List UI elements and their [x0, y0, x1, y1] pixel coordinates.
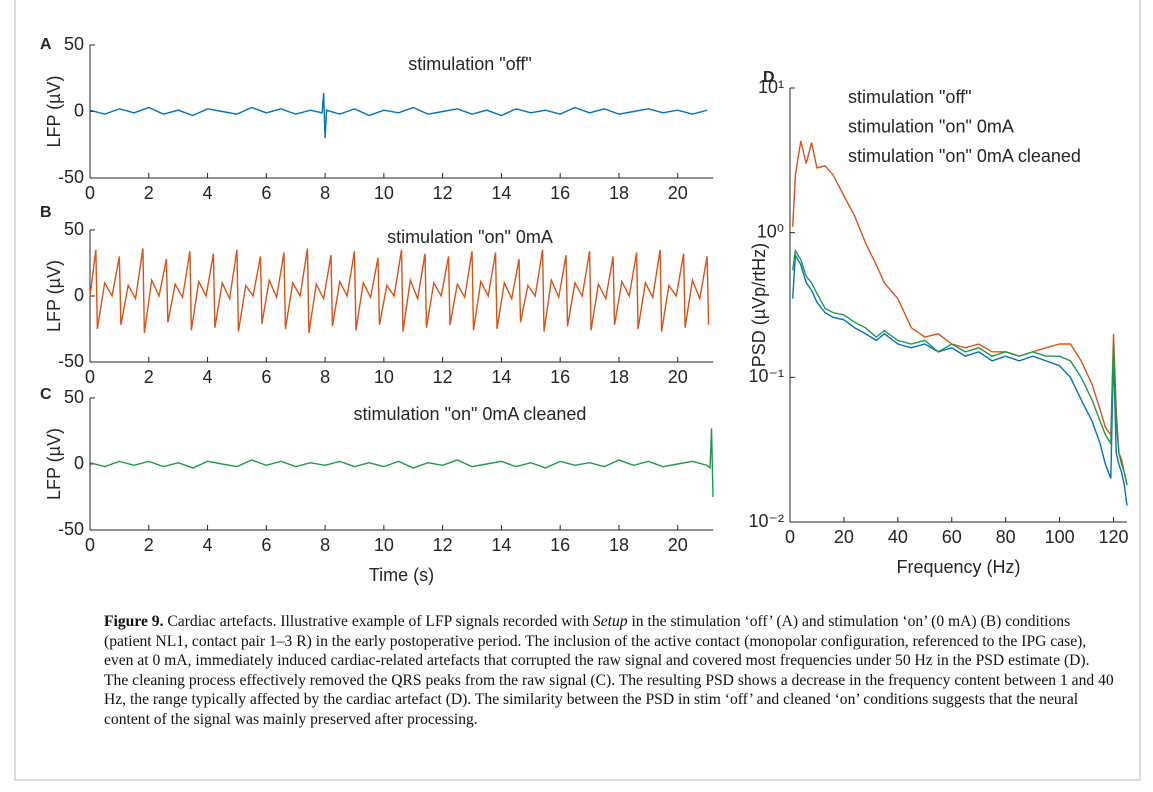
series-line [89, 428, 714, 498]
y-tick-label: 10¹ [758, 77, 784, 97]
series-line [792, 252, 1128, 506]
x-tick-label: 18 [609, 183, 629, 203]
y-tick-label: -50 [58, 351, 84, 371]
panel-label: A [40, 36, 52, 53]
x-tick-label: 12 [433, 367, 453, 387]
x-tick-label: 14 [491, 535, 511, 555]
caption: Figure 9. Cardiac artefacts. Illustrativ… [104, 612, 1114, 730]
caption-text: in the stimulation ‘off’ (A) and stimula… [104, 613, 1114, 728]
x-tick-label: 14 [491, 183, 511, 203]
x-tick-label: 60 [942, 527, 962, 547]
x-axis-label: Frequency (Hz) [896, 557, 1020, 577]
x-tick-label: 10 [374, 183, 394, 203]
x-tick-label: 4 [203, 367, 213, 387]
x-tick-label: 18 [609, 367, 629, 387]
panel-label: C [40, 386, 52, 403]
x-tick-label: 100 [1045, 527, 1075, 547]
caption-italic: Setup [592, 613, 628, 630]
frame [14, 0, 1141, 781]
x-tick-label: 0 [85, 367, 95, 387]
y-axis-label: LFP (µV) [44, 75, 64, 147]
x-tick-label: 2 [144, 183, 154, 203]
x-tick-label: 40 [888, 527, 908, 547]
legend-entry: stimulation "on" 0mA [848, 116, 1014, 136]
caption-label: Figure 9. [104, 613, 164, 630]
y-tick-label: -50 [58, 519, 84, 539]
x-tick-label: 14 [491, 367, 511, 387]
legend-entry: stimulation "off" [848, 87, 972, 107]
y-tick-label: 0 [74, 285, 84, 305]
series-line [89, 92, 708, 139]
caption-text: Cardiac artefacts. Illustrative example … [163, 613, 593, 630]
chart-title: stimulation "off" [408, 54, 532, 74]
x-tick-label: 2 [144, 535, 154, 555]
x-tick-label: 20 [668, 183, 688, 203]
x-tick-label: 10 [374, 535, 394, 555]
x-tick-label: 18 [609, 535, 629, 555]
y-tick-label: 50 [64, 34, 84, 54]
x-tick-label: 0 [785, 527, 795, 547]
x-tick-label: 20 [668, 535, 688, 555]
panel-label: B [40, 204, 52, 221]
y-tick-label: -50 [58, 167, 84, 187]
y-tick-label: 50 [64, 387, 84, 407]
x-tick-label: 4 [203, 535, 213, 555]
x-axis-label: Time (s) [369, 565, 434, 585]
y-tick-label: 10⁻² [748, 511, 784, 531]
y-tick-label: 10⁰ [757, 221, 784, 241]
x-tick-label: 8 [320, 367, 330, 387]
series-line [792, 140, 1128, 486]
x-tick-label: 16 [550, 367, 570, 387]
legend-entry: stimulation "on" 0mA cleaned [848, 146, 1081, 166]
y-axis-label: LFP (µV) [44, 428, 64, 500]
x-tick-label: 16 [550, 183, 570, 203]
y-tick-label: 0 [74, 100, 84, 120]
panel-label: D [763, 69, 775, 86]
x-tick-label: 2 [144, 367, 154, 387]
x-tick-label: 20 [668, 367, 688, 387]
x-tick-label: 20 [834, 527, 854, 547]
y-axis-label: PSD (µVp/rtHz) [749, 243, 769, 367]
x-tick-label: 80 [996, 527, 1016, 547]
x-tick-label: 8 [320, 535, 330, 555]
chart-title: stimulation "on" 0mA [387, 227, 553, 247]
x-tick-label: 12 [433, 183, 453, 203]
x-tick-label: 4 [203, 183, 213, 203]
x-tick-label: 6 [261, 535, 271, 555]
x-tick-label: 10 [374, 367, 394, 387]
x-tick-label: 120 [1098, 527, 1128, 547]
chart-title: stimulation "on" 0mA cleaned [354, 404, 587, 424]
y-tick-label: 0 [74, 453, 84, 473]
series-line [792, 248, 1128, 486]
x-tick-label: 8 [320, 183, 330, 203]
x-tick-label: 0 [85, 535, 95, 555]
y-axis-label: LFP (µV) [44, 260, 64, 332]
series-line [89, 248, 710, 334]
x-tick-label: 6 [261, 183, 271, 203]
x-tick-label: 16 [550, 535, 570, 555]
y-tick-label: 50 [64, 219, 84, 239]
y-tick-label: 10⁻¹ [748, 366, 784, 386]
x-tick-label: 6 [261, 367, 271, 387]
x-tick-label: 12 [433, 535, 453, 555]
x-tick-label: 0 [85, 183, 95, 203]
